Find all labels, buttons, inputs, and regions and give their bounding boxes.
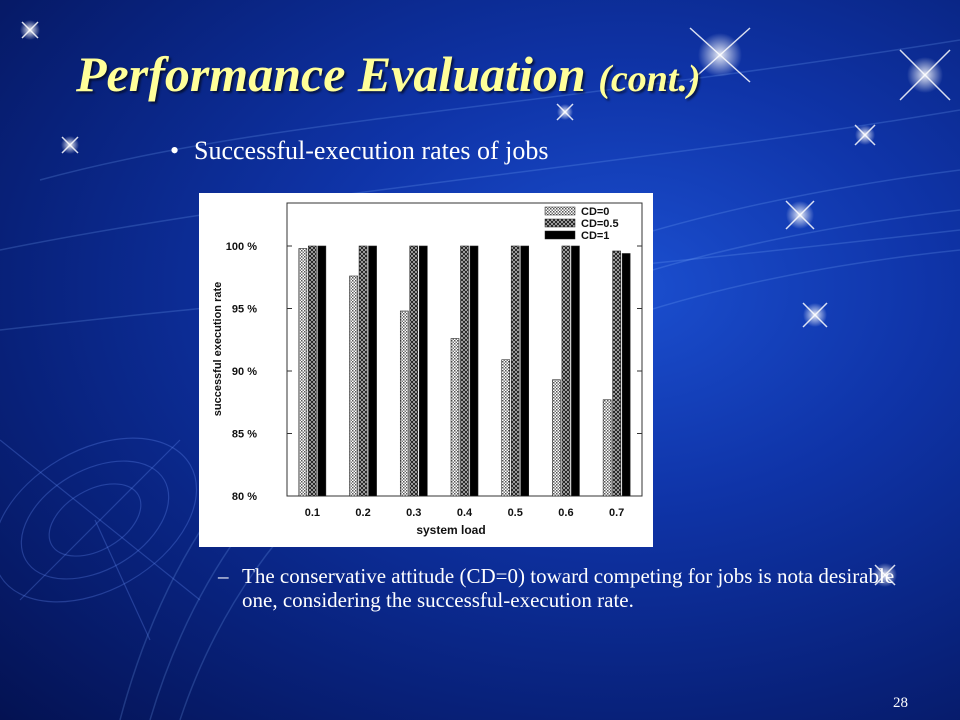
bar xyxy=(469,245,479,497)
bar xyxy=(602,399,612,497)
title-main: Performance Evaluation xyxy=(76,46,586,102)
x-tick-label: 0.2 xyxy=(355,507,370,519)
bar xyxy=(358,245,368,497)
bar xyxy=(552,379,561,497)
bar xyxy=(460,245,469,497)
bar xyxy=(571,245,580,497)
y-tick-label: 85 % xyxy=(232,429,257,441)
stars-decoration xyxy=(20,20,951,587)
bar xyxy=(510,245,520,497)
legend-label: CD=0 xyxy=(581,206,609,218)
title-suffix: (cont.) xyxy=(598,58,701,100)
y-tick-label: 90 % xyxy=(232,366,257,378)
legend-label: CD=0.5 xyxy=(581,218,619,230)
bar xyxy=(612,250,621,497)
y-tick-label: 95 % xyxy=(232,304,257,316)
x-axis: 0.1 0.2 0.3 0.4 0.5 0.6 0.7 xyxy=(305,491,624,519)
page-number: 28 xyxy=(893,695,908,711)
legend-swatch xyxy=(544,218,576,228)
legend: CD=0CD=0.5CD=1 xyxy=(544,206,619,242)
bar xyxy=(520,245,530,497)
sub-point-dash: – xyxy=(218,564,229,588)
y-tick-label: 80 % xyxy=(232,491,257,503)
bar-chart: 80 % 85 % 90 % 95 % 100 % 0.1 0.2 0.3 0.4 0.5 0.6… xyxy=(199,193,653,547)
bar xyxy=(298,248,308,497)
legend-swatch xyxy=(544,206,576,216)
bullet-text: Successful-execution rates of jobs xyxy=(194,136,549,165)
slide-title: Performance Evaluation (cont.) xyxy=(76,44,701,109)
x-tick-label: 0.3 xyxy=(406,507,421,519)
legend-label: CD=1 xyxy=(581,230,609,242)
bar xyxy=(418,245,428,497)
bar xyxy=(308,245,317,497)
bar xyxy=(368,245,377,497)
x-tick-label: 0.5 xyxy=(508,507,523,519)
bar xyxy=(621,253,631,497)
bar xyxy=(317,245,327,497)
y-axis: 80 % 85 % 90 % 95 % 100 % xyxy=(226,241,642,503)
bar xyxy=(561,245,571,497)
x-tick-label: 0.4 xyxy=(457,507,473,519)
chart-svg: 80 % 85 % 90 % 95 % 100 % 0.1 0.2 0.3 0.4 0.5 0.6… xyxy=(212,202,643,537)
sub-point-text: The conservative attitude (CD=0) toward … xyxy=(242,564,895,612)
y-tick-label: 100 % xyxy=(226,241,257,253)
x-tick-label: 0.1 xyxy=(305,507,320,519)
bars xyxy=(298,245,631,497)
bullet-marker: • xyxy=(170,136,180,165)
bar xyxy=(349,275,358,497)
bullet-point: • Successful-execution rates of jobs xyxy=(170,134,549,168)
legend-swatch xyxy=(544,230,576,240)
x-tick-label: 0.7 xyxy=(609,507,624,519)
x-axis-label: system load xyxy=(416,523,485,537)
y-axis-label: successful execution rate xyxy=(212,282,224,417)
satellite-dish-icon xyxy=(0,437,201,641)
bar xyxy=(399,310,409,497)
sub-point: – The conservative attitude (CD=0) toward… xyxy=(218,564,908,612)
x-tick-label: 0.6 xyxy=(558,507,573,519)
bar xyxy=(450,338,460,497)
bar xyxy=(409,245,419,497)
bar xyxy=(501,359,511,497)
